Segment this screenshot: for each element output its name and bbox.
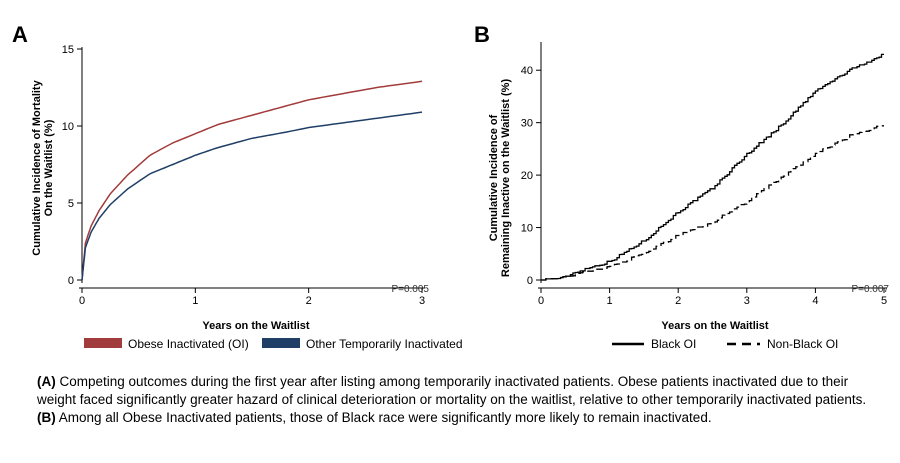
panel-a: A 0 5 10 15 0 1 2 3 Years on the Waitlist Cumul… [12,22,463,351]
y-tick-label: 30 [521,118,533,130]
caption-paragraph-a: (A) Competing outcomes during the first … [37,373,887,409]
x-tick-label: 0 [79,295,85,307]
panel-a-p-value: P=0.005 [391,284,429,295]
panel-a-legend: Obese Inactivated (OI) Other Temporarily… [84,337,463,351]
y-tick-label: 20 [521,170,533,182]
y-tick-label: 0 [68,275,74,287]
x-tick-label: 3 [419,295,425,307]
series-line-black-oi [541,53,884,281]
x-tick-label: 5 [881,295,887,307]
x-tick-label: 3 [744,295,750,307]
x-tick-label: 2 [675,295,681,307]
y-tick-label: 15 [62,44,74,56]
legend-label-other-temporarily-inactivated: Other Temporarily Inactivated [306,337,463,351]
panel-letter-a: A [12,22,28,47]
panel-a-y-axis-title-line2: On the Waitlist (%) [43,119,55,216]
panel-letter-b: B [474,22,490,47]
series-line-other-temporarily-inactivated [81,111,423,280]
panel-b-legend: Black OI Non-Black OI [612,337,838,351]
legend-label-non-black-oi: Non-Black OI [767,337,838,351]
x-tick-label: 0 [538,295,544,307]
caption-text-b: Among all Obese Inactivated patients, th… [55,410,712,425]
legend-swatch-obese-inactivated [84,338,122,348]
x-tick-label: 1 [607,295,613,307]
panel-a-x-axis-title: Years on the Waitlist [202,320,310,332]
figure-caption: (A) Competing outcomes during the first … [37,373,887,427]
panel-b-axes: 0 10 20 30 40 0 1 2 3 4 5 [521,42,887,307]
caption-label-b: (B) [37,410,56,425]
series-line-non-black-oi [541,125,884,281]
caption-text-a: Competing outcomes during the first year… [37,374,867,407]
panel-b-y-axis-title-line1: Cumulative Incidence of [488,114,500,241]
caption-paragraph-b: (B) Among all Obese Inactivated patients… [37,409,887,427]
legend-label-obese-inactivated: Obese Inactivated (OI) [128,337,249,351]
panel-a-y-axis-title-line1: Cumulative Incidence of Mortality [31,79,43,255]
panel-b-x-axis-title: Years on the Waitlist [661,320,769,332]
x-tick-label: 4 [812,295,818,307]
y-tick-label: 10 [521,223,533,235]
panel-b-y-axis-title-line2: Remaining Inactive on the Waitlist (%) [500,79,512,278]
y-tick-label: 0 [527,275,533,287]
y-tick-label: 10 [62,121,74,133]
x-tick-label: 1 [192,295,198,307]
legend-swatch-other-temporarily-inactivated [262,338,300,348]
x-tick-label: 2 [306,295,312,307]
panel-b-p-value: P=0.007 [851,284,889,295]
caption-label-a: (A) [37,374,56,389]
y-tick-label: 40 [521,65,533,77]
y-tick-label: 5 [68,198,74,210]
panel-a-axes: 0 5 10 15 0 1 2 3 [62,44,425,307]
legend-label-black-oi: Black OI [651,337,696,351]
series-line-obese-inactivated-oi [81,80,423,280]
